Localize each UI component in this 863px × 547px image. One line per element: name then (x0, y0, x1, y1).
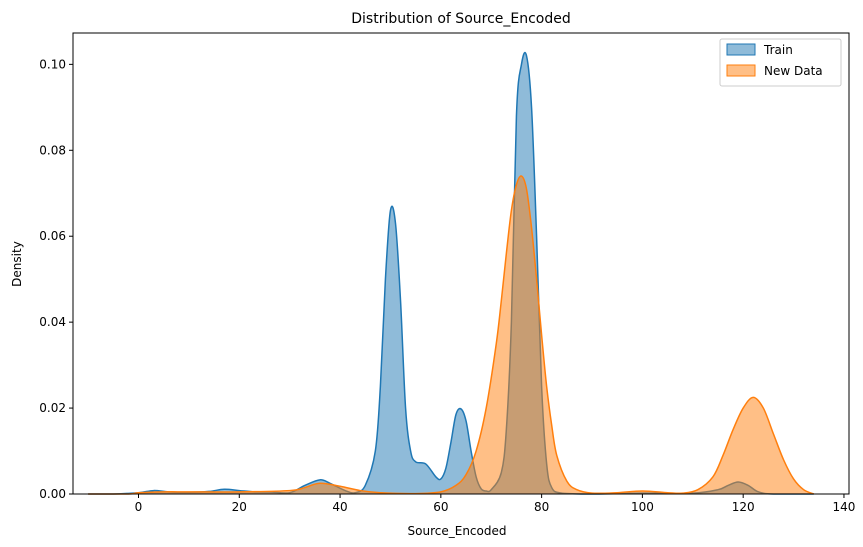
x-axis-label: Source_Encoded (408, 524, 507, 538)
density-area-train (88, 52, 814, 494)
legend: Train New Data (719, 38, 842, 87)
y-tick-label: 0.04 (39, 315, 66, 329)
series-layer (88, 51, 815, 495)
x-tick-label: 120 (732, 500, 755, 514)
legend-label-new-data: New Data (764, 64, 823, 78)
legend-swatch-new-data (726, 64, 756, 77)
y-tick-label: 0.10 (39, 57, 66, 71)
x-tick-label: 80 (534, 500, 549, 514)
y-tick-label: 0.08 (39, 143, 66, 157)
density-line-train (88, 51, 814, 495)
y-tick-label: 0.06 (39, 229, 66, 243)
y-axis-ticks: 0.00 0.02 0.04 0.06 0.08 0.10 (39, 57, 73, 501)
legend-label-train: Train (763, 43, 793, 57)
x-tick-label: 60 (433, 500, 448, 514)
y-tick-label: 0.00 (39, 487, 66, 501)
density-line-new-data (88, 175, 815, 495)
x-tick-label: 0 (135, 500, 143, 514)
density-area-new-data (88, 175, 814, 494)
plot-frame (72, 32, 850, 495)
y-tick-label: 0.02 (39, 401, 66, 415)
x-tick-label: 140 (833, 500, 856, 514)
x-tick-label: 20 (232, 500, 247, 514)
legend-swatch-train (726, 43, 756, 56)
chart-title: Distribution of Source_Encoded (351, 11, 571, 27)
x-tick-label: 100 (631, 500, 654, 514)
x-tick-label: 40 (332, 500, 347, 514)
x-axis-ticks: 0 20 40 60 80 100 120 140 (135, 494, 856, 514)
y-axis-label: Density (10, 241, 24, 287)
